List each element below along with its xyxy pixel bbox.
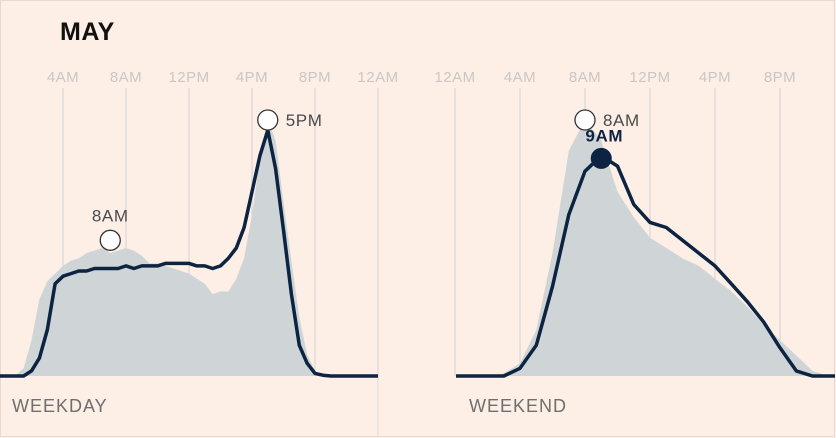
area-series	[0, 120, 378, 376]
x-tick-label: 4AM	[504, 69, 536, 86]
x-tick-label: 12PM	[168, 69, 209, 86]
x-tick-label: 12AM	[434, 69, 475, 86]
peak-marker-5pm	[257, 109, 279, 131]
peak-marker-9am	[590, 147, 612, 169]
panel-label-weekday: WEEKDAY	[12, 396, 108, 416]
peak-label-8am: 8AM	[92, 206, 129, 225]
plot-area	[0, 120, 378, 378]
panel-label-weekend: WEEKEND	[469, 396, 567, 416]
x-tick-label: 4PM	[236, 69, 268, 86]
plot-area	[456, 120, 835, 378]
panel-weekday: 4AM 8AM 12PM 4PM 8PM 12AM 8AM 5PM WEEKDAY	[0, 69, 398, 416]
peak-label-5pm: 5PM	[286, 111, 323, 130]
x-tick-label: 4PM	[699, 69, 731, 86]
peak-label-8am: 8AM	[603, 111, 640, 130]
area-series	[456, 120, 835, 376]
line-series	[0, 128, 378, 378]
x-tick-label: 12AM	[357, 69, 398, 86]
x-tick-label: 12PM	[629, 69, 670, 86]
line-series	[456, 154, 835, 378]
x-tick-label: 8PM	[764, 69, 796, 86]
peak-marker-8am	[99, 229, 121, 251]
x-tick-label: 8AM	[110, 69, 142, 86]
chart-title: MAY	[60, 18, 115, 46]
peak-label-9am: 9AM	[585, 126, 623, 145]
x-tick-label: 8PM	[299, 69, 331, 86]
peak-marker-8am	[574, 109, 596, 131]
x-tick-label: 8AM	[569, 69, 601, 86]
x-tick-label: 4AM	[47, 69, 79, 86]
